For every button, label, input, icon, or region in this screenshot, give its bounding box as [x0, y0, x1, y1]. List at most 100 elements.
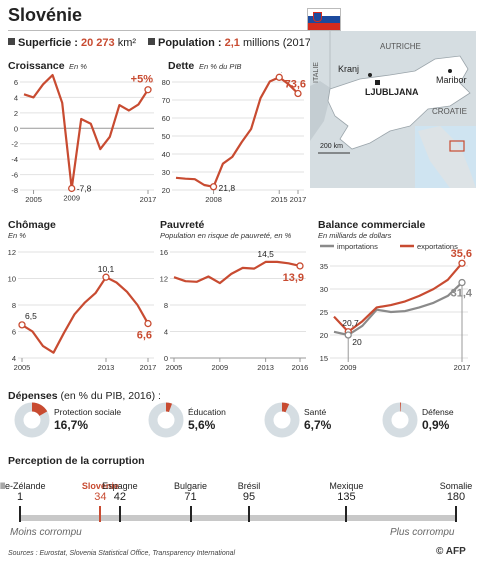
x-tick-label: 2013 — [98, 363, 115, 372]
donut-label: Santé — [304, 407, 327, 417]
annotation-2017: +5% — [131, 74, 154, 86]
corruption-marker — [99, 506, 102, 522]
y-tick-label: 2 — [14, 109, 18, 118]
chart-subtitle-dette: En % du PIB — [199, 62, 242, 71]
corruption-country: Mexique 135 — [311, 481, 381, 503]
chart-title-chomage: Chômage — [8, 219, 56, 231]
series-line-chômage — [21, 276, 149, 354]
y-tick-label: 4 — [164, 328, 168, 337]
donut-value: 0,9% — [422, 418, 450, 432]
y-tick-label: 4 — [12, 354, 16, 363]
point-2013 — [102, 273, 110, 281]
x-tick-label: 2017 — [454, 363, 471, 372]
title-rule — [8, 30, 308, 31]
point-imp-2017 — [458, 278, 466, 287]
y-tick-label: 60 — [162, 114, 170, 123]
donut-1 — [148, 402, 184, 438]
chart-subtitle-pauvrete: Population en risque de pauvreté, en % — [160, 231, 292, 240]
series-line-dette — [175, 76, 299, 188]
corruption-bar — [20, 515, 456, 521]
annotation-exp-2009: 20,7 — [342, 318, 359, 328]
scale-label-less: Moins corrompu — [10, 527, 82, 538]
point-2015 — [275, 73, 283, 81]
surface-stat: Superficie : 20 273 km² — [8, 37, 136, 49]
y-tick-label: 0 — [164, 354, 168, 363]
corruption-rank: 34 — [94, 491, 107, 503]
corruption-country-name: Brésil — [237, 481, 261, 491]
corruption-country: Bulgarie 71 — [156, 481, 226, 503]
donut-slice — [148, 402, 184, 438]
x-tick-label: 2017 — [140, 195, 157, 204]
map-label-croatia: CROATIE — [432, 107, 467, 116]
corruption-rank: 95 — [242, 491, 256, 503]
surface-unit: km² — [117, 37, 137, 49]
y-tick-label: 80 — [162, 78, 170, 87]
surface-label: Superficie : — [18, 37, 78, 49]
annotation-2013: 10,1 — [98, 264, 115, 274]
corruption-marker — [118, 506, 121, 522]
y-tick-label: 30 — [320, 285, 328, 294]
y-tick-label: 40 — [162, 150, 170, 159]
point-2017 — [144, 86, 152, 94]
annotation-imp-2017: 31,4 — [451, 288, 473, 300]
donut-label: Protection sociale — [54, 407, 122, 417]
map-label-italy: ITALIE — [312, 62, 320, 83]
depenses-subtitle: (en % du PIB, 2016) : — [60, 390, 161, 402]
corruption-country-name: Espagne — [102, 481, 138, 491]
population-value: 2,1 — [224, 37, 240, 49]
corruption-country: Brésil 95 — [214, 481, 284, 503]
y-tick-label: 8 — [12, 301, 16, 310]
y-tick-label: 50 — [162, 132, 170, 141]
series-line-importations — [333, 281, 463, 337]
annotation-2017: 73,6 — [285, 79, 306, 91]
donut-slice — [14, 402, 50, 438]
y-tick-label: -4 — [11, 155, 18, 164]
y-tick-label: 10 — [8, 275, 16, 284]
corruption-country-name: Nlle-Zélande — [0, 481, 46, 491]
map-svg — [310, 31, 476, 188]
donut-slice — [264, 402, 300, 438]
donut-value: 5,6% — [188, 418, 216, 432]
y-tick-label: 20 — [162, 186, 170, 195]
kranj-dot — [368, 73, 372, 77]
ljubljana-marker — [375, 80, 380, 85]
y-tick-label: 4 — [14, 93, 18, 102]
chart-subtitle-chomage: En % — [8, 231, 26, 240]
corruption-rank: 180 — [446, 491, 466, 503]
x-tick-label: 2005 — [14, 363, 31, 372]
annotation-2005: 6,5 — [25, 311, 37, 321]
y-tick-label: 30 — [162, 168, 170, 177]
page-title: Slovénie — [8, 5, 83, 25]
y-tick-label: 35 — [320, 262, 328, 271]
corruption-marker — [345, 506, 348, 522]
point-2016 — [296, 262, 304, 270]
y-tick-label: 0 — [14, 124, 18, 133]
y-tick-label: 12 — [160, 275, 168, 284]
series-line-exportations — [333, 262, 463, 333]
point-2005 — [18, 321, 26, 329]
donut-2 — [264, 402, 300, 438]
surface-value: 20 273 — [80, 37, 115, 49]
y-tick-label: -2 — [11, 140, 18, 149]
chart-title-balance: Balance commerciale — [318, 219, 426, 231]
point-imp-2009 — [344, 331, 352, 339]
corruption-country-name: Mexique — [329, 481, 364, 491]
corruption-marker — [247, 506, 250, 522]
x-tick-label: 2017 — [290, 195, 307, 204]
chart-title-pauvrete: Pauvreté — [160, 219, 205, 231]
donut-label: Défense — [422, 407, 454, 417]
donut-0 — [14, 402, 50, 438]
donut-3 — [382, 402, 418, 438]
corruption-country-name: Slovénie — [81, 481, 119, 491]
corruption-country-name: Bulgarie — [173, 481, 208, 491]
y-tick-label: 20 — [320, 331, 328, 340]
x-tick-label: 2015 — [271, 195, 288, 204]
series-line-pauvreté — [173, 260, 301, 285]
donut-slice — [382, 402, 418, 438]
corruption-country-name: Somalie — [439, 481, 473, 491]
x-tick-label: 2013 — [257, 363, 274, 372]
population-label: Population : — [158, 37, 222, 49]
